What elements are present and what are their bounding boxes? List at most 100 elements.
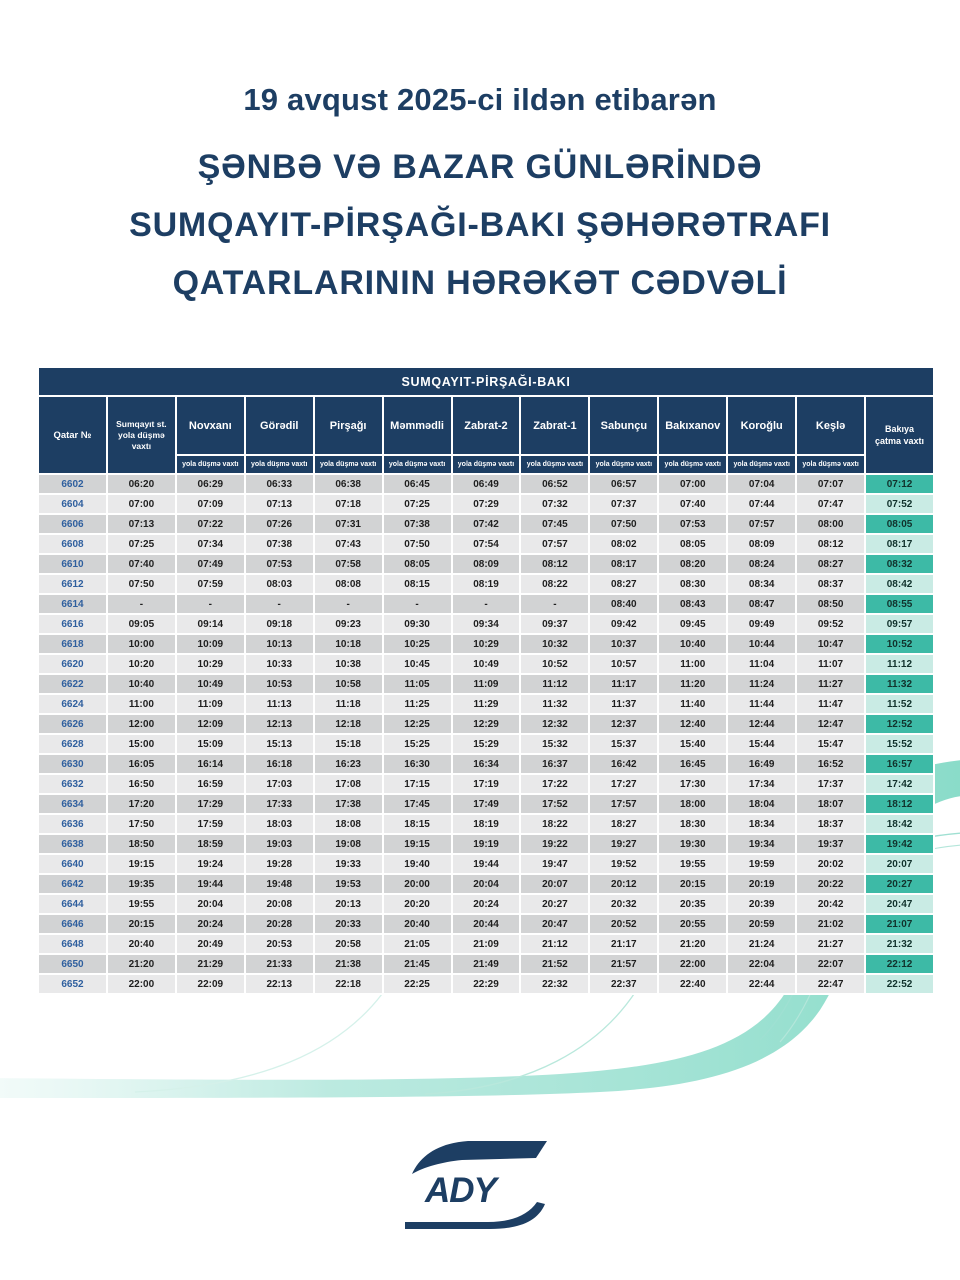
departure-time-cell: 11:44 [726,693,798,715]
train-number-cell: 6618 [37,633,108,655]
ady-logo-top-swoosh [412,1141,547,1174]
col-header-train-no: Qatar № [37,395,108,475]
departure-time-cell: 11:24 [726,673,798,695]
departure-time-cell: 17:20 [105,793,177,815]
departure-time-cell: 07:09 [174,493,246,515]
departure-time-cell: 20:53 [243,933,315,955]
train-number-cell: 6612 [37,573,108,595]
departure-time-cell: 07:59 [174,573,246,595]
col-header-station: Görədil [243,395,315,456]
col-header-station: Bakıxanov [657,395,729,456]
departure-time-cell: 07:57 [519,533,591,555]
departure-time-cell: 22:37 [588,973,660,995]
departure-time-cell: 06:49 [450,473,522,495]
departure-time-cell: 11:37 [588,693,660,715]
departure-time-cell: 21:17 [588,933,660,955]
departure-time-cell: 07:53 [657,513,729,535]
departure-time-cell: 19:55 [105,893,177,915]
departure-time-cell: 15:09 [174,733,246,755]
departure-time-cell: 11:09 [174,693,246,715]
departure-time-cell: 15:37 [588,733,660,755]
departure-time-cell: 10:49 [450,653,522,675]
arrival-time-cell: 08:05 [864,513,935,535]
departure-time-cell: 17:59 [174,813,246,835]
departure-time-cell: 18:50 [105,833,177,855]
timetable-row: 6618 10:00 10:09 10:13 10:18 10:25 10:29 10:32 1… [37,633,935,655]
departure-time-cell: 22:18 [312,973,384,995]
timetable-row: 6642 19:35 19:44 19:48 19:53 20:00 20:04 20:07 2… [37,873,935,895]
departure-time-cell: 21:24 [726,933,798,955]
poster-title: 19 avqust 2025-ci ildən etibarən ŞƏNBƏ V… [0,82,960,312]
departure-time-cell: 09:49 [726,613,798,635]
departure-time-cell: 19:34 [726,833,798,855]
col-subheader-departure: yola düşmə vaxtı [243,454,315,475]
departure-time-cell: 10:20 [105,653,177,675]
departure-time-cell: 20:24 [450,893,522,915]
departure-time-cell: - [243,593,315,615]
timetable-row: 6644 19:55 20:04 20:08 20:13 20:20 20:24 20:27 2… [37,893,935,915]
train-number-cell: 6646 [37,913,108,935]
departure-time-cell: 19:30 [657,833,729,855]
train-number-cell: 6608 [37,533,108,555]
arrival-time-cell: 16:57 [864,753,935,775]
departure-time-cell: 16:59 [174,773,246,795]
departure-time-cell: 07:49 [174,553,246,575]
departure-time-cell: 19:44 [450,853,522,875]
timetable-row: 6622 10:40 10:49 10:53 10:58 11:05 11:09 11:12 1… [37,673,935,695]
train-number-cell: 6636 [37,813,108,835]
departure-time-cell: 18:19 [450,813,522,835]
departure-time-cell: 09:18 [243,613,315,635]
col-subheader-departure: yola düşmə vaxtı [312,454,384,475]
departure-time-cell: 20:08 [243,893,315,915]
departure-time-cell: 16:42 [588,753,660,775]
departure-time-cell: 10:37 [588,633,660,655]
departure-time-cell: 16:52 [795,753,867,775]
departure-time-cell: 20:40 [105,933,177,955]
departure-time-cell: 07:40 [105,553,177,575]
departure-time-cell: 22:00 [657,953,729,975]
departure-time-cell: 20:00 [381,873,453,895]
departure-time-cell: - [174,593,246,615]
departure-time-cell: 20:02 [795,853,867,875]
departure-time-cell: 20:49 [174,933,246,955]
departure-time-cell: 09:52 [795,613,867,635]
departure-time-cell: 20:07 [519,873,591,895]
departure-time-cell: 10:53 [243,673,315,695]
departure-time-cell: 17:30 [657,773,729,795]
departure-time-cell: 17:52 [519,793,591,815]
departure-time-cell: 08:19 [450,573,522,595]
departure-time-cell: 17:03 [243,773,315,795]
departure-time-cell: 15:13 [243,733,315,755]
arrival-time-cell: 18:42 [864,813,935,835]
col-header-station: Koroğlu [726,395,798,456]
departure-time-cell: 07:58 [312,553,384,575]
departure-time-cell: 19:22 [519,833,591,855]
col-subheader-departure: yola düşmə vaxtı [726,454,798,475]
departure-time-cell: 20:12 [588,873,660,895]
departure-time-cell: 12:32 [519,713,591,735]
departure-time-cell: 16:05 [105,753,177,775]
train-number-cell: 6642 [37,873,108,895]
departure-time-cell: 07:00 [105,493,177,515]
departure-time-cell: 20:28 [243,913,315,935]
timetable-row: 6638 18:50 18:59 19:03 19:08 19:15 19:19 19:22 1… [37,833,935,855]
timetable-row: 6624 11:00 11:09 11:13 11:18 11:25 11:29 11:32 1… [37,693,935,715]
departure-time-cell: 12:29 [450,713,522,735]
departure-time-cell: 08:47 [726,593,798,615]
col-header-station: Zabrat-1 [519,395,591,456]
departure-time-cell: 07:47 [795,493,867,515]
departure-time-cell: 07:07 [795,473,867,495]
col-subheader-departure: yola düşmə vaxtı [381,454,453,475]
departure-time-cell: 15:18 [312,733,384,755]
departure-time-cell: 10:25 [381,633,453,655]
col-subheader-departure: yola düşmə vaxtı [588,454,660,475]
departure-time-cell: 07:50 [105,573,177,595]
departure-time-cell: 16:14 [174,753,246,775]
departure-time-cell: 18:34 [726,813,798,835]
departure-time-cell: 19:55 [657,853,729,875]
departure-time-cell: 17:49 [450,793,522,815]
arrival-time-cell: 08:42 [864,573,935,595]
departure-time-cell: 19:44 [174,873,246,895]
timetable-row: 6646 20:15 20:24 20:28 20:33 20:40 20:44 20:47 2… [37,913,935,935]
timetable-row: 6650 21:20 21:29 21:33 21:38 21:45 21:49 21:52 2… [37,953,935,975]
